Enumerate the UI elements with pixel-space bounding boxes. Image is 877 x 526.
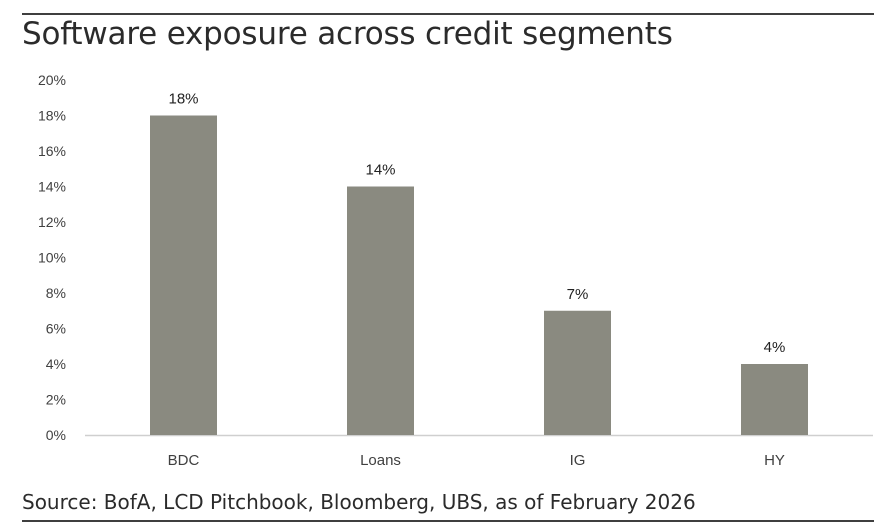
x-tick-label: BDC (168, 452, 200, 469)
x-tick-label: IG (570, 452, 586, 469)
y-tick-label: 0% (46, 427, 66, 443)
data-label: 14% (365, 162, 395, 179)
y-tick-label: 8% (46, 285, 66, 301)
bottom-rule (22, 520, 874, 522)
y-tick-label: 12% (38, 214, 66, 230)
y-tick-label: 2% (46, 392, 66, 408)
y-tick-label: 6% (46, 321, 66, 337)
data-label: 18% (168, 91, 198, 108)
bar-bdc (150, 115, 217, 435)
data-label: 4% (764, 339, 786, 356)
top-rule (22, 13, 874, 15)
y-tick-label: 16% (38, 143, 66, 159)
source-note: Source: BofA, LCD Pitchbook, Bloomberg, … (22, 490, 696, 514)
x-tick-label: Loans (360, 452, 401, 469)
y-tick-label: 4% (46, 356, 66, 372)
bar-hy (741, 364, 808, 435)
bar-loans (347, 186, 414, 435)
x-tick-label: HY (764, 452, 785, 469)
y-tick-label: 10% (38, 250, 66, 266)
data-label: 7% (567, 286, 589, 303)
chart-title: Software exposure across credit segments (22, 16, 673, 52)
bar-ig (544, 310, 611, 435)
y-tick-label: 14% (38, 179, 66, 195)
y-tick-label: 20% (38, 72, 66, 88)
y-tick-label: 18% (38, 108, 66, 124)
